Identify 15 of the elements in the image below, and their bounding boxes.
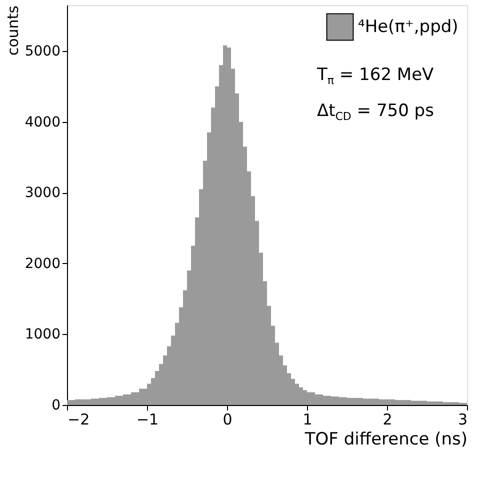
- y-axis-title: counts: [4, 5, 22, 56]
- legend-label: ⁴He(π⁺,ppd): [358, 17, 458, 37]
- y-tick-label: 2000: [24, 256, 60, 272]
- y-tick-label: 3000: [24, 185, 60, 202]
- x-tick-label: −2: [68, 410, 90, 428]
- x-axis-title: TOF difference (ns): [304, 430, 468, 450]
- y-tick-label: 0: [52, 398, 60, 414]
- x-tick-label: 2: [382, 410, 392, 428]
- y-tick-label: 1000: [24, 326, 60, 343]
- x-tick-label: 0: [222, 410, 232, 428]
- x-tick-label: 1: [302, 410, 312, 428]
- y-tick-label: 4000: [24, 114, 60, 130]
- x-tick-label: −1: [136, 410, 159, 428]
- y-tick-label: 5000: [24, 44, 60, 60]
- x-tick-label: 3: [458, 410, 468, 428]
